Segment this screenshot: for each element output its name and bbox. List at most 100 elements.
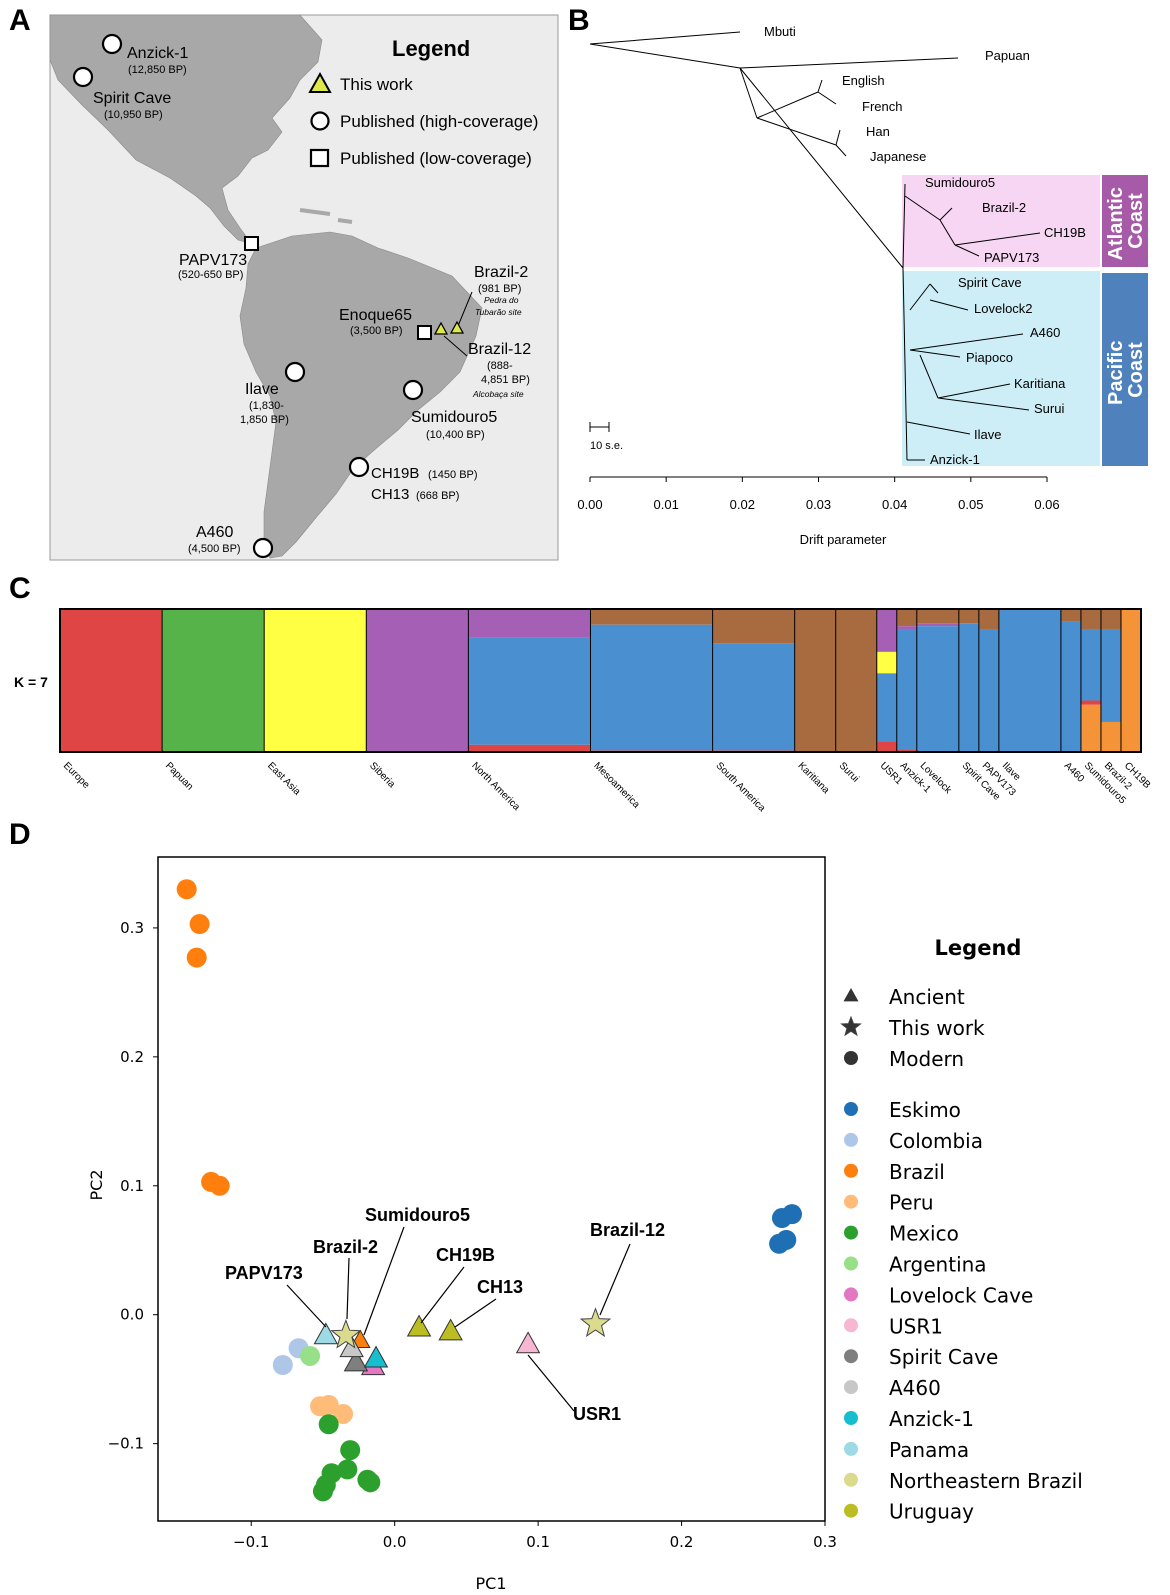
data-point	[313, 1322, 339, 1345]
star-legend-icon	[840, 1015, 862, 1037]
site-date-papv173: (520-650 BP)	[178, 269, 243, 281]
date-line-2: 1,850 BP)	[240, 414, 289, 426]
label-line-2: Coast	[1125, 193, 1147, 249]
data-point	[176, 879, 197, 900]
site-label-papv173: PAPV173	[179, 252, 247, 269]
panel-label-c: C	[9, 572, 31, 605]
admixture-segment	[794, 609, 837, 752]
data-point	[406, 1314, 432, 1337]
legend-swatch	[844, 1163, 858, 1178]
drift-tick-label: 0.01	[654, 497, 679, 512]
pca-frame	[157, 856, 826, 1522]
site-marker-ilave	[284, 361, 306, 383]
admixture-segment	[896, 749, 918, 752]
leader-brazil-2	[457, 291, 473, 327]
admixture-segment	[590, 624, 714, 751]
admixture-segment	[1100, 629, 1122, 722]
pca-panel: −0.1 0.0 0.1 0.2 0.3 −0.1 0.0 0.1 0.2 0.3 PC1 PC2…	[87, 856, 1083, 1593]
note-line-2: Tubarão site	[475, 307, 522, 317]
pca-legend-label: Uruguay	[889, 1500, 974, 1524]
caribbean-islands	[299, 208, 353, 224]
leader-papv173	[286, 1284, 327, 1328]
pca-legend-label: Colombia	[889, 1129, 983, 1153]
leaf-mbuti: Mbuti	[764, 24, 796, 39]
note-line-1: Pedra do	[484, 295, 519, 305]
site-date-ch13: (668 BP)	[416, 490, 459, 502]
leaf-papuan: Papuan	[985, 48, 1030, 63]
data-point	[776, 1229, 797, 1250]
branch	[902, 183, 906, 269]
y-tick-label: −0.1	[108, 1435, 144, 1453]
drift-axis: 0.00 0.01 0.02 0.03 0.04 0.05 0.06	[577, 476, 1060, 512]
leaf-a460: A460	[1030, 325, 1060, 340]
leader-sumidouro5	[363, 1226, 405, 1336]
tree-branches	[589, 31, 1041, 461]
site-label-spirit-cave: Spirit Cave	[93, 90, 171, 107]
circle-legend-icon	[844, 1051, 858, 1065]
site-label-brazil-12: Brazil-12	[468, 341, 531, 358]
site-date-sumidouro5: (10,400 BP)	[426, 429, 485, 441]
legend-swatch	[844, 1287, 858, 1302]
map-legend-this-work: This work	[340, 75, 413, 94]
data-point	[272, 1354, 293, 1375]
drift-tick-label: 0.05	[958, 497, 983, 512]
leaf-spirit-cave: Spirit Cave	[958, 275, 1022, 290]
leader-usr1	[527, 1354, 575, 1412]
legend-swatch	[844, 1225, 858, 1240]
panel-label-d: D	[9, 818, 31, 851]
y-tick-label: 0.1	[120, 1177, 144, 1195]
admixture-segment	[468, 744, 591, 752]
admixture-segment	[1080, 629, 1102, 701]
atlantic-coast-label: Atlantic Coast	[1105, 182, 1147, 261]
site-date-a460: (4,500 BP)	[188, 543, 241, 555]
branch	[929, 299, 969, 311]
leaf-anzick-1: Anzick-1	[930, 452, 980, 467]
branch	[589, 31, 741, 45]
admixture-segment	[958, 609, 980, 624]
admixture-pop-label: Karitiana	[796, 760, 832, 796]
pca-legend-label: Modern	[889, 1047, 964, 1071]
pca-legend-label: A460	[889, 1376, 941, 1400]
site-date-enoque65: (3,500 BP)	[350, 325, 403, 337]
tree-panel: Atlantic Coast Pacific Coast	[577, 24, 1148, 547]
leader-ch13	[454, 1298, 497, 1328]
branch	[756, 91, 819, 119]
site-label-brazil-2: Brazil-2	[474, 264, 528, 281]
admixture-segment	[468, 637, 591, 745]
site-note-brazil-2: Pedra do Tubarão site	[475, 295, 522, 317]
site-label-ilave: Ilave	[245, 381, 279, 398]
annotation-ch13: CH13	[477, 1277, 523, 1297]
pca-legend-label: Ancient	[889, 985, 965, 1009]
site-date-spirit-cave: (10,950 BP)	[104, 109, 163, 121]
atlantic-coast-box	[902, 175, 1100, 267]
label-line-1: Atlantic	[1105, 187, 1127, 260]
site-label-ch19b: CH19B	[371, 465, 419, 482]
annotation-usr1: USR1	[573, 1404, 621, 1424]
pca-legend: Legend Ancient This work Modern Eskimo Colomb…	[840, 936, 1083, 1524]
leaf-surui: Surui	[1034, 401, 1064, 416]
leaf-sumidouro5: Sumidouro5	[925, 175, 995, 190]
admixture-segment	[1120, 609, 1142, 752]
leaf-english: English	[842, 73, 885, 88]
map-panel: Legend This work Published (high-coverag…	[49, 14, 559, 561]
pca-legend-label: Eskimo	[889, 1098, 961, 1122]
legend-swatch	[844, 1194, 858, 1209]
admixture-segment	[712, 609, 796, 644]
x-tick-label: −0.1	[233, 1533, 269, 1551]
admixture-pop-label: Europe	[61, 760, 92, 791]
admixture-segment	[876, 651, 898, 674]
pca-plot: −0.1 0.0 0.1 0.2 0.3 −0.1 0.0 0.1 0.2 0.3	[108, 856, 837, 1551]
site-label-ch13: CH13	[371, 486, 409, 503]
site-marker-papv173	[244, 236, 259, 251]
data-point	[363, 1345, 389, 1368]
pacific-coast-bar	[1102, 273, 1148, 466]
circle-marker-icon	[310, 111, 330, 131]
admixture-pop-label: Surui	[837, 760, 861, 784]
triangle-marker-icon	[308, 71, 332, 93]
pca-x-label: PC1	[476, 1574, 507, 1593]
site-label-enoque65: Enoque65	[339, 307, 412, 324]
legend-swatch	[844, 1503, 858, 1518]
admixture-segment	[1060, 609, 1082, 622]
drift-tick-label: 0.00	[577, 497, 602, 512]
admixture-segment	[264, 609, 367, 752]
